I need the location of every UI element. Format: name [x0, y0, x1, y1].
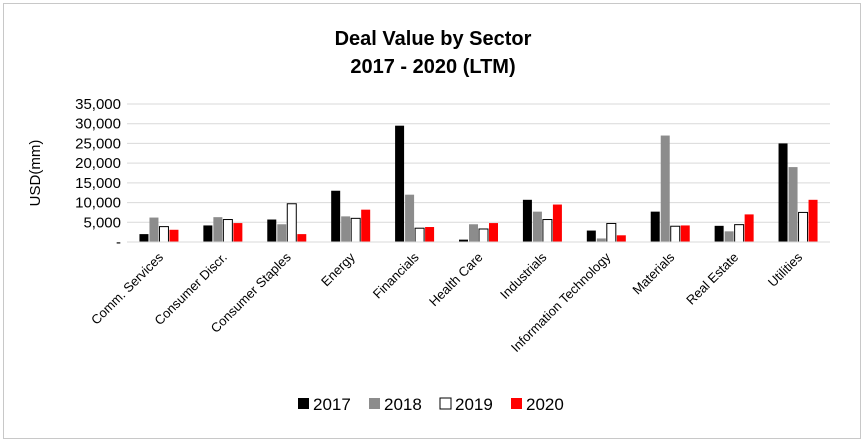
x-category-label: Materials [629, 249, 677, 297]
y-tick-label: 10,000 [75, 195, 121, 212]
bars [139, 125, 818, 243]
legend-swatch-2020 [511, 398, 522, 409]
legend: 2017 2018 2019 2020 [298, 395, 564, 414]
bar-2017 [586, 230, 596, 242]
bar-2018 [596, 238, 606, 242]
chart-subtitle: 2017 - 2020 (LTM) [350, 56, 515, 78]
legend-label-2018: 2018 [384, 395, 422, 414]
bar-2019 [478, 228, 489, 243]
y-tick-label: 5,000 [83, 214, 121, 231]
legend-label-2019: 2019 [455, 395, 493, 414]
bar-2019 [542, 219, 553, 243]
bar-2018 [660, 135, 670, 242]
x-category-label: Industrials [497, 249, 550, 302]
y-tick-label: 15,000 [75, 175, 121, 192]
bar-2020 [616, 235, 626, 242]
bar-2017 [331, 190, 341, 242]
y-tick-label: 30,000 [75, 116, 121, 133]
bar-2017 [714, 225, 724, 242]
x-category-label: Utilities [765, 249, 806, 290]
y-axis-title: USD(mm) [27, 140, 44, 207]
bar-2017 [203, 225, 213, 242]
gridlines [127, 103, 830, 223]
bar-2018 [277, 224, 287, 242]
bar-2020 [361, 209, 371, 242]
bar-2020 [489, 223, 498, 242]
y-axis-ticks: - 5,000 10,000 15,000 20,000 25,000 30,000 35,0… [75, 96, 121, 251]
bar-2020 [808, 199, 818, 242]
bar-2017 [778, 143, 788, 242]
y-tick-label: 20,000 [75, 155, 121, 172]
legend-swatch-2018 [369, 398, 380, 409]
bar-2018 [405, 194, 415, 242]
chart-frame [3, 3, 861, 439]
y-tick-label: 35,000 [75, 96, 121, 113]
bar-2019 [222, 219, 233, 243]
bar-2018 [469, 224, 478, 242]
bar-2020 [680, 225, 690, 242]
bar-2017 [139, 234, 149, 242]
bar-2020 [297, 234, 307, 242]
bar-2019 [670, 225, 681, 243]
legend-swatch-2019 [439, 397, 452, 410]
x-category-label: Health Care [426, 250, 486, 310]
bar-2017 [395, 125, 405, 242]
y-tick-label: - [116, 234, 121, 251]
y-tick-label: 25,000 [75, 135, 121, 152]
bar-2019 [286, 203, 297, 243]
bar-2018 [788, 167, 798, 242]
bar-2019 [350, 217, 361, 243]
bar-2018 [724, 231, 734, 242]
bar-2017 [522, 199, 532, 242]
bar-2020 [744, 214, 754, 242]
x-category-label: Energy [318, 249, 358, 289]
bar-2017 [650, 211, 660, 242]
bar-2020 [169, 229, 179, 242]
bar-2018 [149, 217, 159, 242]
bar-2020 [552, 204, 562, 242]
bar-2017 [459, 239, 468, 242]
legend-label-2017: 2017 [313, 395, 351, 414]
bar-2019 [798, 211, 809, 243]
bar-2019 [734, 224, 745, 243]
bar-2019 [414, 227, 425, 243]
chart-title: Deal Value by Sector [335, 28, 532, 50]
bar-2020 [425, 227, 435, 242]
x-category-label: Financials [370, 249, 422, 301]
x-category-label: Real Estate [683, 250, 741, 308]
legend-swatch-2017 [298, 398, 309, 409]
bar-2019 [158, 226, 169, 243]
bar-2020 [233, 223, 243, 242]
bar-2018 [213, 217, 223, 242]
bar-2019 [606, 222, 617, 243]
bar-2018 [341, 216, 351, 242]
bar-2017 [267, 219, 277, 242]
bar-2018 [532, 211, 542, 242]
legend-label-2020: 2020 [526, 395, 564, 414]
